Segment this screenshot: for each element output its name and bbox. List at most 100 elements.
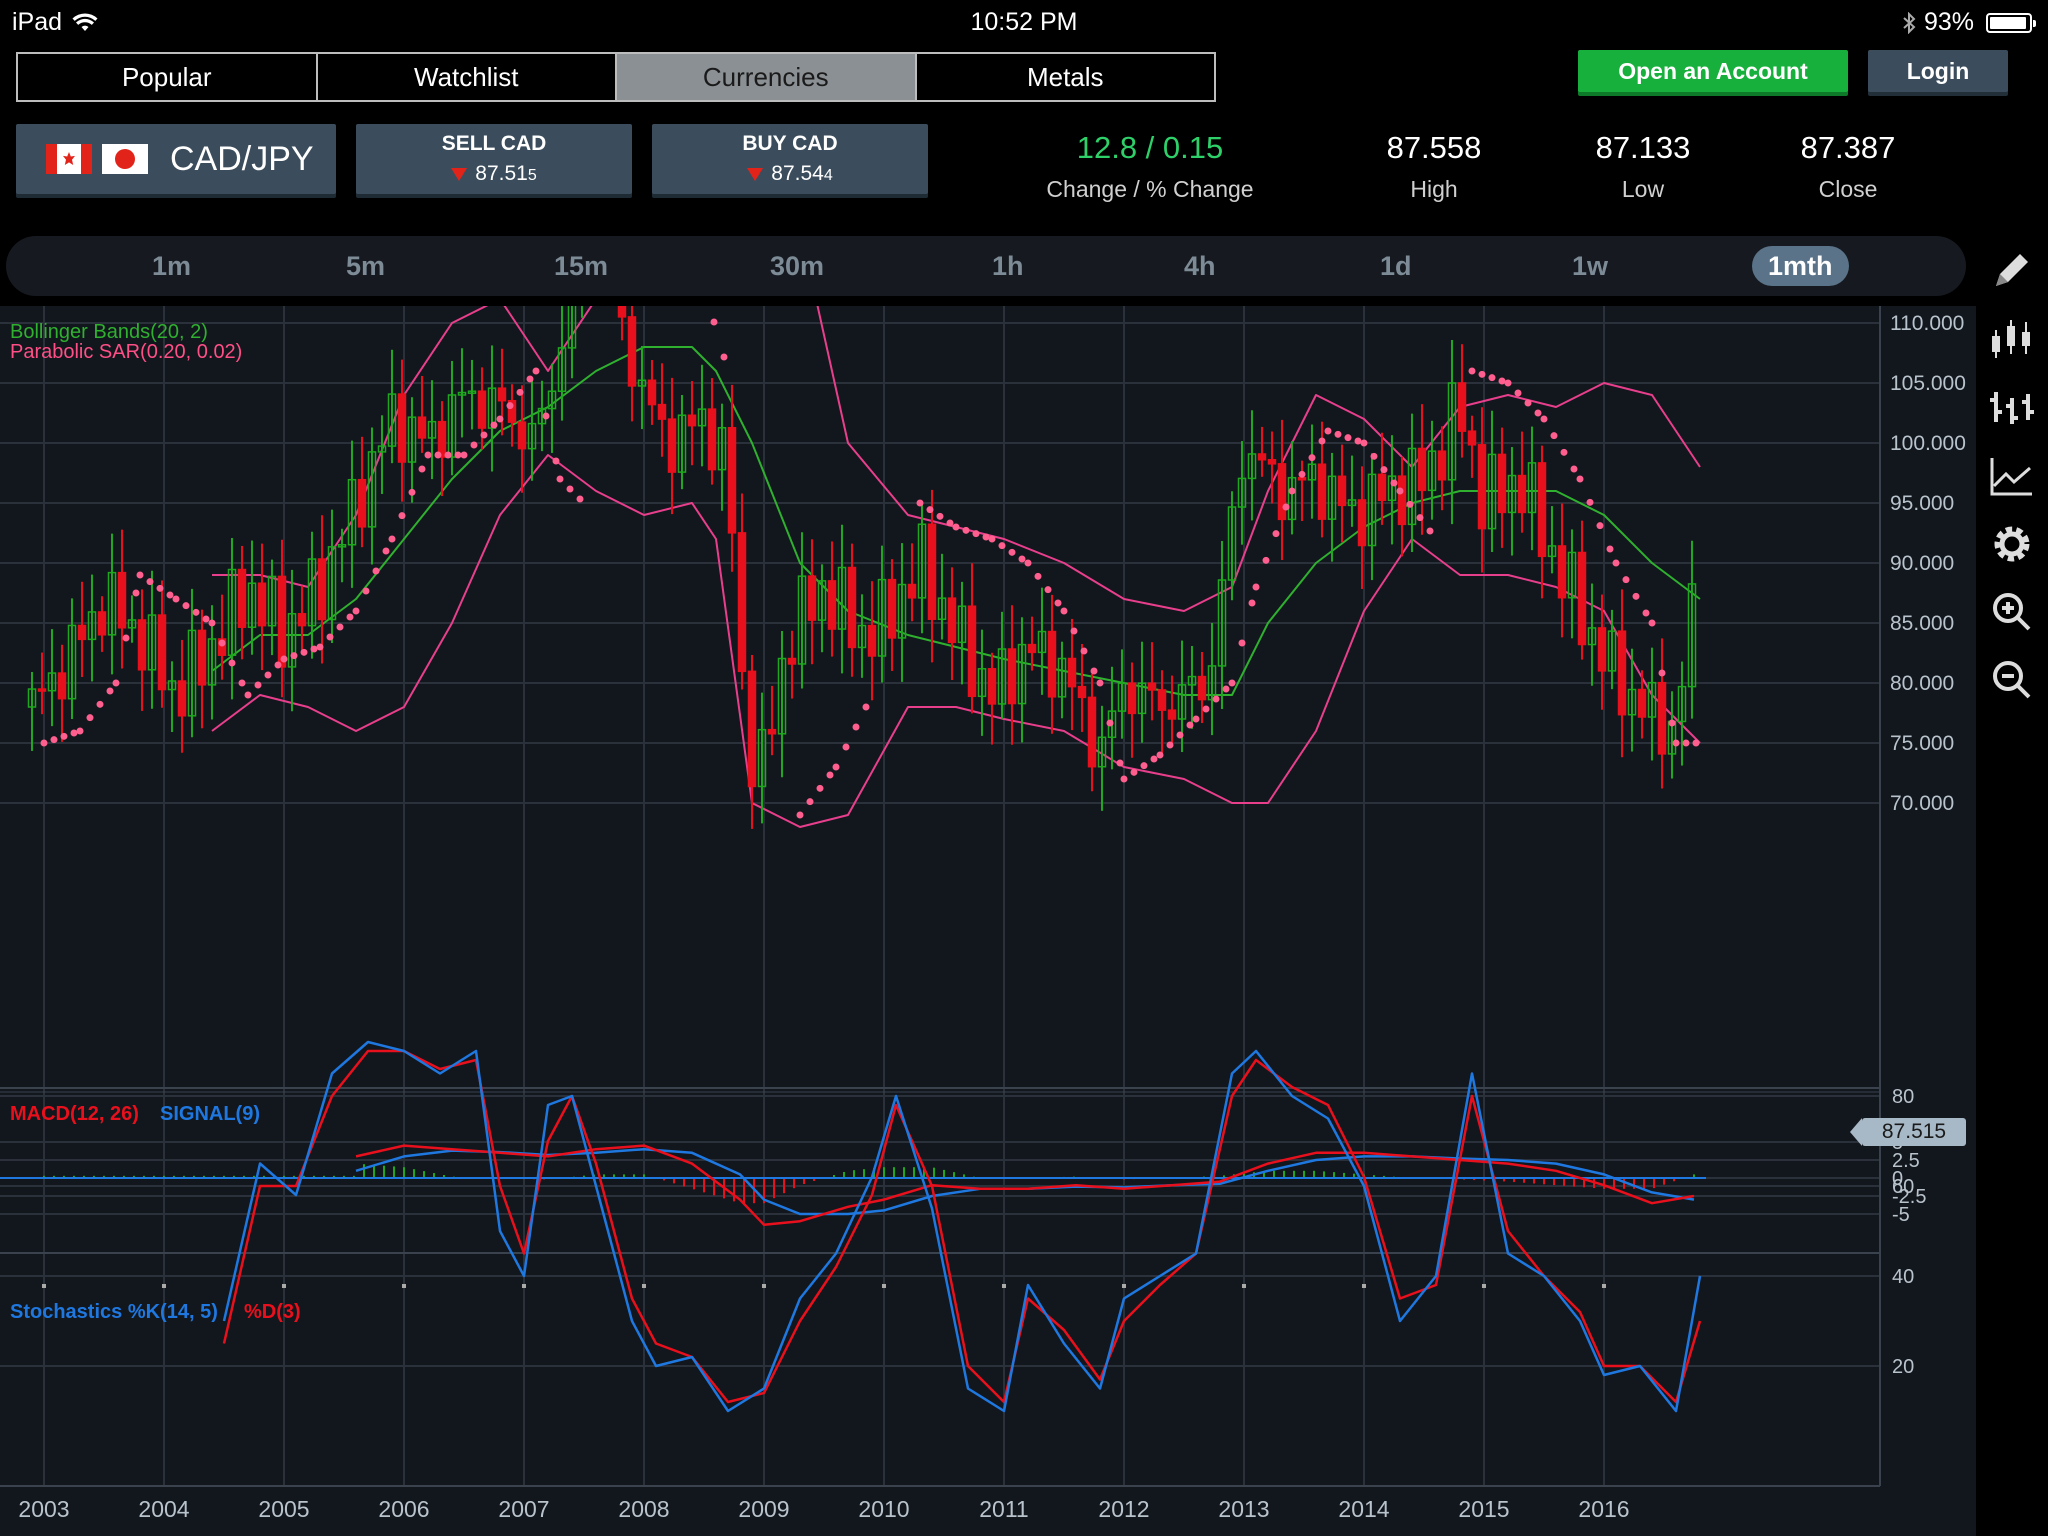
sar-dot bbox=[112, 679, 120, 687]
candle-body bbox=[77, 624, 87, 641]
candle-body bbox=[1607, 630, 1617, 672]
timeframe-1h[interactable]: 1h bbox=[992, 250, 1024, 281]
panel-handle bbox=[522, 1284, 526, 1288]
candle-body bbox=[1637, 688, 1647, 718]
candle-body bbox=[547, 390, 557, 410]
chart-area[interactable]: 125.000120.000115.000110.000105.000100.0… bbox=[0, 306, 1976, 1536]
sar-dot bbox=[1106, 719, 1114, 727]
price-tick-label: 110.000 bbox=[1890, 312, 1964, 335]
buy-button[interactable]: BUY CAD 87.544 bbox=[652, 124, 928, 194]
low-value: 87.133 bbox=[1595, 130, 1691, 165]
sar-dot bbox=[796, 811, 804, 819]
candle-body bbox=[1427, 450, 1437, 492]
pencil-icon[interactable] bbox=[1986, 246, 2038, 298]
candle-body bbox=[827, 580, 837, 630]
candle-body bbox=[1447, 382, 1457, 481]
year-tick-label: 2010 bbox=[858, 1496, 909, 1522]
line-chart-icon[interactable] bbox=[1986, 450, 2038, 502]
candle-body bbox=[747, 670, 757, 788]
sar-dot bbox=[1488, 374, 1496, 382]
open-account-button[interactable]: Open an Account bbox=[1578, 50, 1848, 92]
sar-dot bbox=[1090, 667, 1098, 675]
tab-metals[interactable]: Metals bbox=[1026, 61, 1104, 92]
year-tick-label: 2015 bbox=[1458, 1496, 1509, 1522]
timeframe-30m[interactable]: 30m bbox=[770, 250, 825, 281]
timeframe-1m[interactable]: 1m bbox=[152, 250, 192, 281]
sell-button[interactable]: SELL CAD 87.515 bbox=[356, 124, 632, 194]
candle-body bbox=[167, 680, 177, 691]
price-tick-label: 80.000 bbox=[1890, 672, 1954, 695]
candle-body bbox=[1267, 459, 1277, 465]
candle-body bbox=[1047, 630, 1057, 698]
japan-flag-icon bbox=[102, 144, 148, 174]
price-chart[interactable]: 125.000120.000115.000110.000105.000100.0… bbox=[0, 306, 1976, 1536]
candle-body bbox=[627, 316, 637, 387]
candle-body bbox=[907, 583, 917, 599]
tab-currencies[interactable]: Currencies bbox=[617, 54, 917, 100]
sar-dot bbox=[346, 613, 354, 621]
sar-dot bbox=[50, 736, 58, 744]
candle-body bbox=[287, 613, 297, 668]
price-tick-label: 100.000 bbox=[1890, 432, 1966, 455]
low-label: Low bbox=[1621, 176, 1665, 202]
timeframe-5m[interactable]: 5m bbox=[346, 250, 386, 281]
sar-dot bbox=[146, 578, 154, 586]
sar-dot bbox=[1140, 762, 1148, 770]
zoom-out-icon[interactable] bbox=[1986, 654, 2038, 706]
sar-dot bbox=[816, 784, 824, 792]
sar-dot bbox=[1228, 679, 1236, 687]
timeframe-1mth[interactable]: 1mth bbox=[1752, 246, 1849, 286]
candle-body bbox=[307, 558, 317, 627]
panel-handle bbox=[1482, 1284, 1486, 1288]
sar-dot bbox=[1396, 487, 1404, 495]
sar-dot bbox=[372, 567, 380, 575]
sar-dot bbox=[490, 421, 498, 429]
timeframe-4h[interactable]: 4h bbox=[1184, 250, 1216, 281]
sar-dot bbox=[852, 723, 860, 731]
quote-bar: CAD/JPY SELL CAD 87.515 BUY CAD 87.544 1… bbox=[0, 112, 2048, 212]
candle-body bbox=[157, 614, 167, 691]
timeframe-1w[interactable]: 1w bbox=[1572, 250, 1609, 281]
candlesticks bbox=[27, 306, 1697, 829]
sar-dot bbox=[972, 530, 980, 538]
candle-body bbox=[1227, 506, 1237, 581]
candle-body bbox=[837, 566, 847, 630]
candlestick-icon[interactable] bbox=[1986, 314, 2038, 366]
tab-popular[interactable]: Popular bbox=[18, 54, 318, 100]
close-label: Close bbox=[1818, 176, 1878, 202]
sar-dot bbox=[454, 451, 462, 459]
candle-body bbox=[207, 638, 217, 686]
candle-body bbox=[1527, 462, 1537, 514]
gear-icon[interactable] bbox=[1986, 518, 2038, 570]
timeframe-1d[interactable]: 1d bbox=[1380, 250, 1412, 281]
candle-body bbox=[1307, 463, 1317, 481]
candle-body bbox=[87, 611, 97, 641]
sar-dot bbox=[1238, 639, 1246, 647]
sar-dot bbox=[1632, 592, 1640, 600]
bluetooth-icon bbox=[1903, 11, 1916, 34]
currency-pair-selector[interactable]: CAD/JPY bbox=[16, 124, 336, 194]
sar-dot bbox=[566, 485, 574, 493]
login-button[interactable]: Login bbox=[1868, 50, 2008, 92]
year-tick-label: 2016 bbox=[1578, 1496, 1629, 1522]
buy-price: 87.544 bbox=[771, 162, 833, 185]
sar-dot bbox=[1648, 619, 1656, 627]
sar-dot bbox=[290, 652, 298, 660]
sar-dot bbox=[1540, 415, 1548, 423]
timeframe-15m[interactable]: 15m bbox=[554, 250, 609, 281]
sar-dot bbox=[1186, 721, 1194, 729]
candle-body bbox=[1217, 579, 1227, 667]
sar-dot bbox=[470, 441, 478, 449]
sar-dot bbox=[1370, 452, 1378, 460]
zoom-in-icon[interactable] bbox=[1986, 586, 2038, 638]
candle-body bbox=[67, 624, 77, 700]
sar-dot bbox=[1586, 498, 1594, 506]
sar-dot bbox=[172, 595, 180, 603]
tab-watchlist[interactable]: Watchlist bbox=[318, 54, 617, 100]
candle-body bbox=[1117, 682, 1127, 712]
candle-body bbox=[57, 672, 67, 700]
macd-legend: MACD(12, 26) bbox=[10, 1103, 139, 1125]
ohlc-bars-icon[interactable] bbox=[1986, 382, 2038, 434]
candle-body bbox=[797, 575, 807, 665]
candle-body bbox=[487, 387, 497, 429]
